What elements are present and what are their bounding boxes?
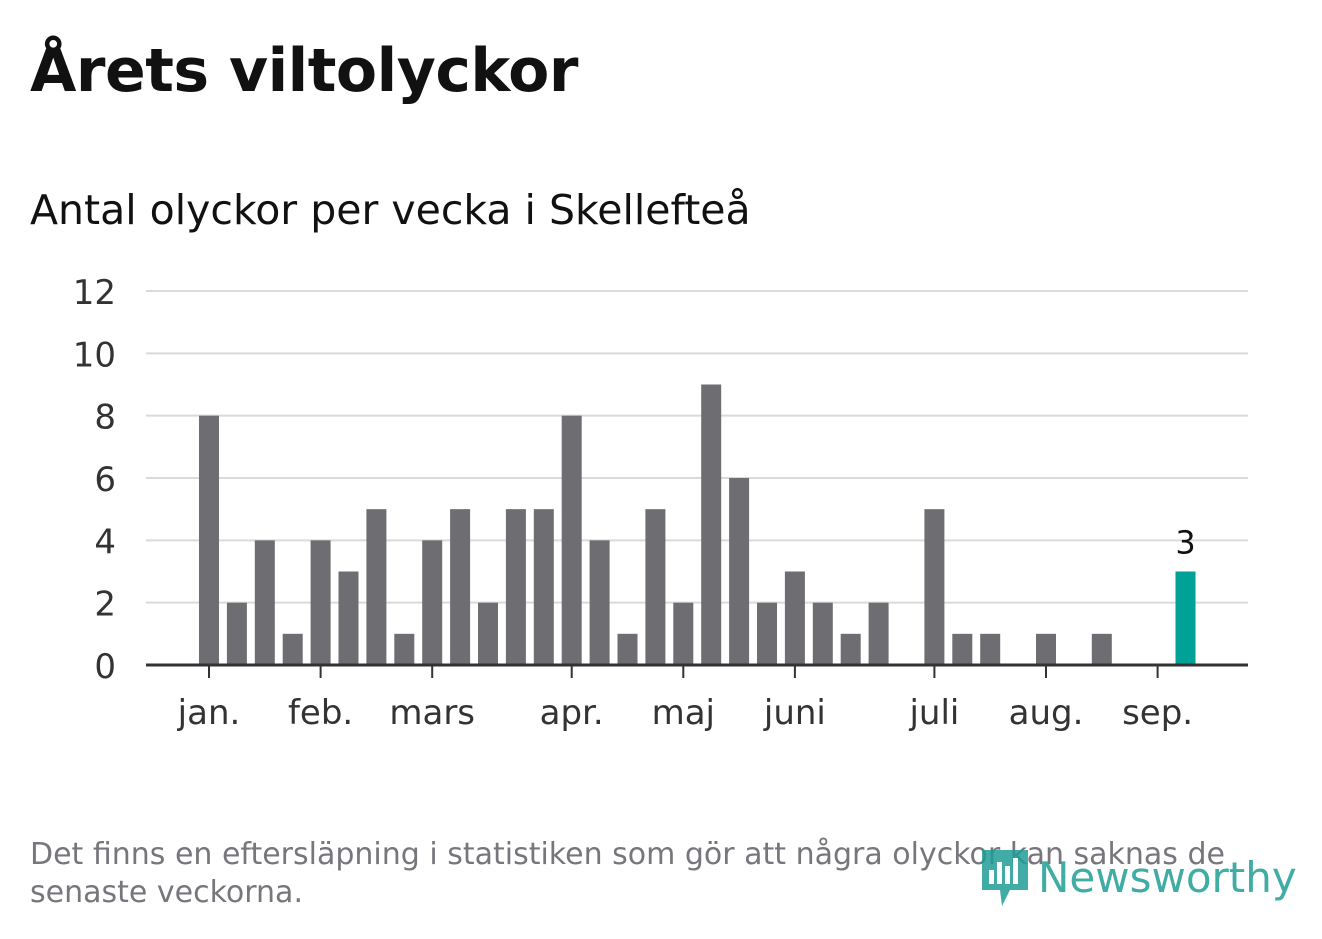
x-tick-label: jan. [177,693,241,733]
bar [784,571,805,665]
x-tick-label: aug. [1009,693,1084,733]
chart-subtitle: Antal olyckor per vecka i Skellefteå [30,186,751,234]
bar [673,602,694,665]
y-tick-label: 6 [94,460,116,500]
bar [394,633,415,665]
y-tick-label: 12 [73,273,116,313]
bar [924,509,945,665]
bar [980,633,1001,665]
bar [199,415,219,665]
bar [645,509,666,665]
bar [868,602,889,665]
bar [757,602,777,665]
y-tick-label: 8 [94,398,116,438]
bars [199,384,1196,665]
x-tick-label: apr. [540,693,604,733]
newsworthy-chart-icon [982,850,1028,906]
y-tick-label: 0 [94,647,116,687]
bar [422,540,443,665]
bar [226,602,247,665]
bar [478,602,498,665]
bar [338,571,359,665]
bar [561,415,582,665]
bar [840,633,861,665]
logo-text: Newsworthy [1038,852,1297,902]
x-tick-label: feb. [288,693,353,733]
bar [812,602,833,665]
bar [450,509,471,665]
bar [282,633,303,665]
x-tick-label: sep. [1122,693,1193,733]
bar [952,633,973,665]
bar [1091,633,1112,665]
highlighted-bar [1175,571,1196,665]
bar [533,509,554,665]
newsworthy-logo: Newsworthy [980,846,1297,908]
bar [701,384,722,665]
y-tick-label: 2 [94,585,116,625]
data-labels: 3 [1175,524,1195,562]
y-tick-label: 4 [94,522,116,562]
y-tick-label: 10 [73,335,116,375]
x-tick-label: juli [908,693,959,733]
bar [505,509,526,665]
chart-title: Årets viltolyckor [30,36,579,106]
bar [589,540,610,665]
bar [254,540,275,665]
x-axis: jan. feb. mars apr. maj juni juli aug. sep. [146,663,1248,733]
bar [617,633,638,665]
data-label: 3 [1175,524,1195,562]
y-axis-labels: 0 2 4 6 8 10 12 [73,273,116,687]
bar [366,509,387,665]
bar [729,478,750,665]
bar-chart: 0 2 4 6 8 10 12 jan. feb. mars apr. maj juni juli aug… [73,273,1248,733]
x-tick-label: maj [652,693,715,733]
x-tick-label: mars [389,693,475,733]
bar [310,540,331,665]
x-tick-label: juni [763,693,826,733]
bar [1036,633,1056,665]
